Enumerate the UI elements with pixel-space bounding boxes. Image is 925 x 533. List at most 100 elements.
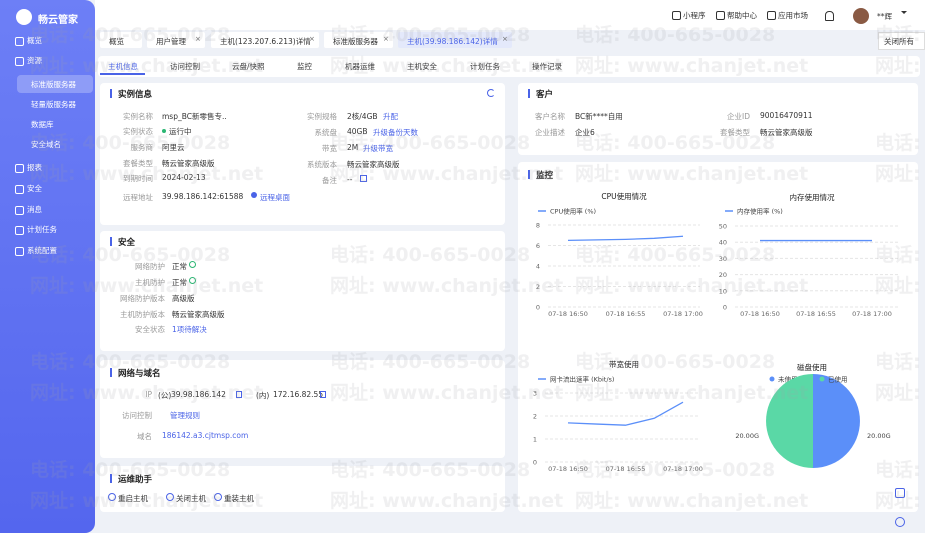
field-value: 运行中 [169, 127, 192, 136]
tab-label[interactable]: 标准版服务器 [333, 37, 378, 46]
ops-icon[interactable] [166, 493, 174, 501]
float-icon[interactable] [895, 488, 905, 498]
submenu-item[interactable]: 标准版服务器 [31, 80, 76, 89]
field-link[interactable]: 升配 [383, 112, 398, 121]
field-value: 畅云管家高级版 [172, 310, 225, 319]
edit-icon[interactable] [360, 175, 367, 182]
watermark: 网址: www.chanjet.net [30, 275, 264, 297]
chart-title: 磁盘使用 [797, 362, 827, 372]
field-label: 套餐类型 [123, 159, 153, 168]
ops-card [100, 466, 505, 512]
field-value: 172.16.82.55 [273, 390, 324, 399]
menu-icon [15, 57, 24, 66]
customer-card [518, 83, 918, 155]
watermark: 电话: 400-665-0028 [30, 351, 231, 373]
field-link[interactable]: 管理规则 [170, 411, 200, 420]
field-label: 套餐类型 [720, 128, 750, 137]
title-bar [110, 368, 112, 377]
field-label: 域名 [137, 432, 152, 441]
watermark: 电话: 400-665-0028 [875, 244, 925, 266]
ops-action[interactable]: 重装主机 [224, 494, 254, 503]
top-link[interactable]: 应用市场 [778, 11, 808, 20]
top-icon [767, 11, 776, 20]
field-value: 40GB [347, 127, 368, 136]
watermark: 电话: 400-665-0028 [330, 244, 531, 266]
y-tick-label: 0 [533, 459, 537, 467]
field-link[interactable]: 升级带宽 [363, 144, 393, 153]
field-link[interactable]: 186142.a3.cjtmsp.com [162, 431, 249, 440]
y-tick-label: 50 [719, 223, 727, 231]
subtab[interactable]: 云盘/快照 [232, 62, 265, 71]
title-bar [110, 89, 112, 98]
x-tick-label: 07-18 17:00 [663, 465, 703, 473]
close-all[interactable]: 关闭所有 [884, 37, 914, 46]
float-icon[interactable] [895, 517, 905, 527]
tab[interactable] [324, 32, 393, 48]
tab-label[interactable]: 主机(123.207.6.213)详情 [220, 37, 311, 46]
subtab[interactable]: 操作记录 [532, 62, 562, 71]
tab[interactable] [398, 32, 512, 48]
watermark: 电话: 400-665-0028 [330, 351, 531, 373]
submenu-item[interactable]: 轻量版服务器 [31, 100, 76, 109]
y-tick-label: 2 [533, 413, 537, 421]
ops-icon[interactable] [214, 493, 222, 501]
menu-icon [15, 37, 24, 46]
field-value: 畅云管家高级版 [347, 160, 400, 169]
tab-label[interactable]: 概览 [109, 37, 124, 46]
subtab[interactable]: 主机安全 [407, 62, 437, 71]
tab-close: × [309, 35, 315, 43]
top-link[interactable]: 帮助中心 [727, 11, 757, 20]
legend-label: 网卡流出速率 (Kbit/s) [550, 375, 614, 384]
legend-label: 未使用 [778, 375, 798, 384]
ops-action[interactable]: 关闭主机 [176, 494, 206, 503]
title-bar [110, 474, 112, 483]
tab[interactable] [100, 32, 142, 48]
top-link[interactable]: 小程序 [683, 11, 706, 20]
tab[interactable] [211, 32, 319, 48]
subtab[interactable]: 访问控制 [170, 62, 200, 71]
subtab[interactable]: 主机信息 [108, 62, 138, 71]
subtab-underline [100, 73, 145, 75]
menu-item[interactable]: 系统配置 [27, 246, 57, 255]
subtab[interactable]: 计划任务 [470, 62, 500, 71]
submenu-item[interactable]: 安全域名 [31, 140, 61, 149]
menu-item[interactable]: 安全 [27, 184, 42, 193]
copy-icon[interactable] [236, 391, 242, 398]
field-label: 实例规格 [307, 112, 337, 121]
x-tick-label: 07-18 16:55 [606, 310, 646, 318]
menu-item[interactable]: 消息 [27, 205, 42, 214]
menu-item[interactable]: 概览 [27, 36, 42, 45]
tab[interactable] [147, 32, 205, 48]
field-label: 带宽 [322, 144, 337, 153]
ops-action[interactable]: 重启主机 [118, 494, 148, 503]
menu-icon [15, 226, 24, 235]
field-label: 服务商 [130, 143, 154, 152]
legend-swatch [769, 376, 775, 382]
watermark: 网址: www.chanjet.net [575, 490, 809, 512]
field-value: -- [347, 175, 353, 184]
logo-icon [16, 9, 32, 25]
field-value: 企业6 [575, 128, 595, 137]
watermark: 电话: 400-665-0028 [575, 459, 776, 481]
menu-item[interactable]: 计划任务 [27, 225, 57, 234]
field-link[interactable]: 1项待解决 [172, 325, 207, 334]
copy-icon[interactable] [320, 391, 326, 398]
submenu-item[interactable]: 数据库 [31, 120, 54, 129]
watermark: 电话: 400-665-0028 [575, 244, 776, 266]
field-label: 远程地址 [123, 193, 153, 202]
user-name[interactable]: **辉 [877, 12, 892, 21]
field-value: (内) [256, 391, 270, 400]
ops-icon[interactable] [108, 493, 116, 501]
menu-item[interactable]: 报表 [27, 163, 42, 172]
sidebar [0, 0, 95, 533]
tab-label[interactable]: 主机(39.98.186.142)详情 [407, 37, 498, 46]
field-link[interactable]: 远程桌面 [260, 193, 290, 202]
tab-label[interactable]: 用户管理 [156, 37, 186, 46]
menu-item[interactable]: 资源 [27, 56, 42, 65]
field-label: 访问控制 [122, 411, 152, 420]
subtab[interactable]: 机器运维 [345, 62, 375, 71]
card-title: 网络与域名 [118, 369, 161, 379]
field-link[interactable]: 升级备份天数 [373, 128, 418, 137]
subtab[interactable]: 监控 [297, 62, 312, 71]
